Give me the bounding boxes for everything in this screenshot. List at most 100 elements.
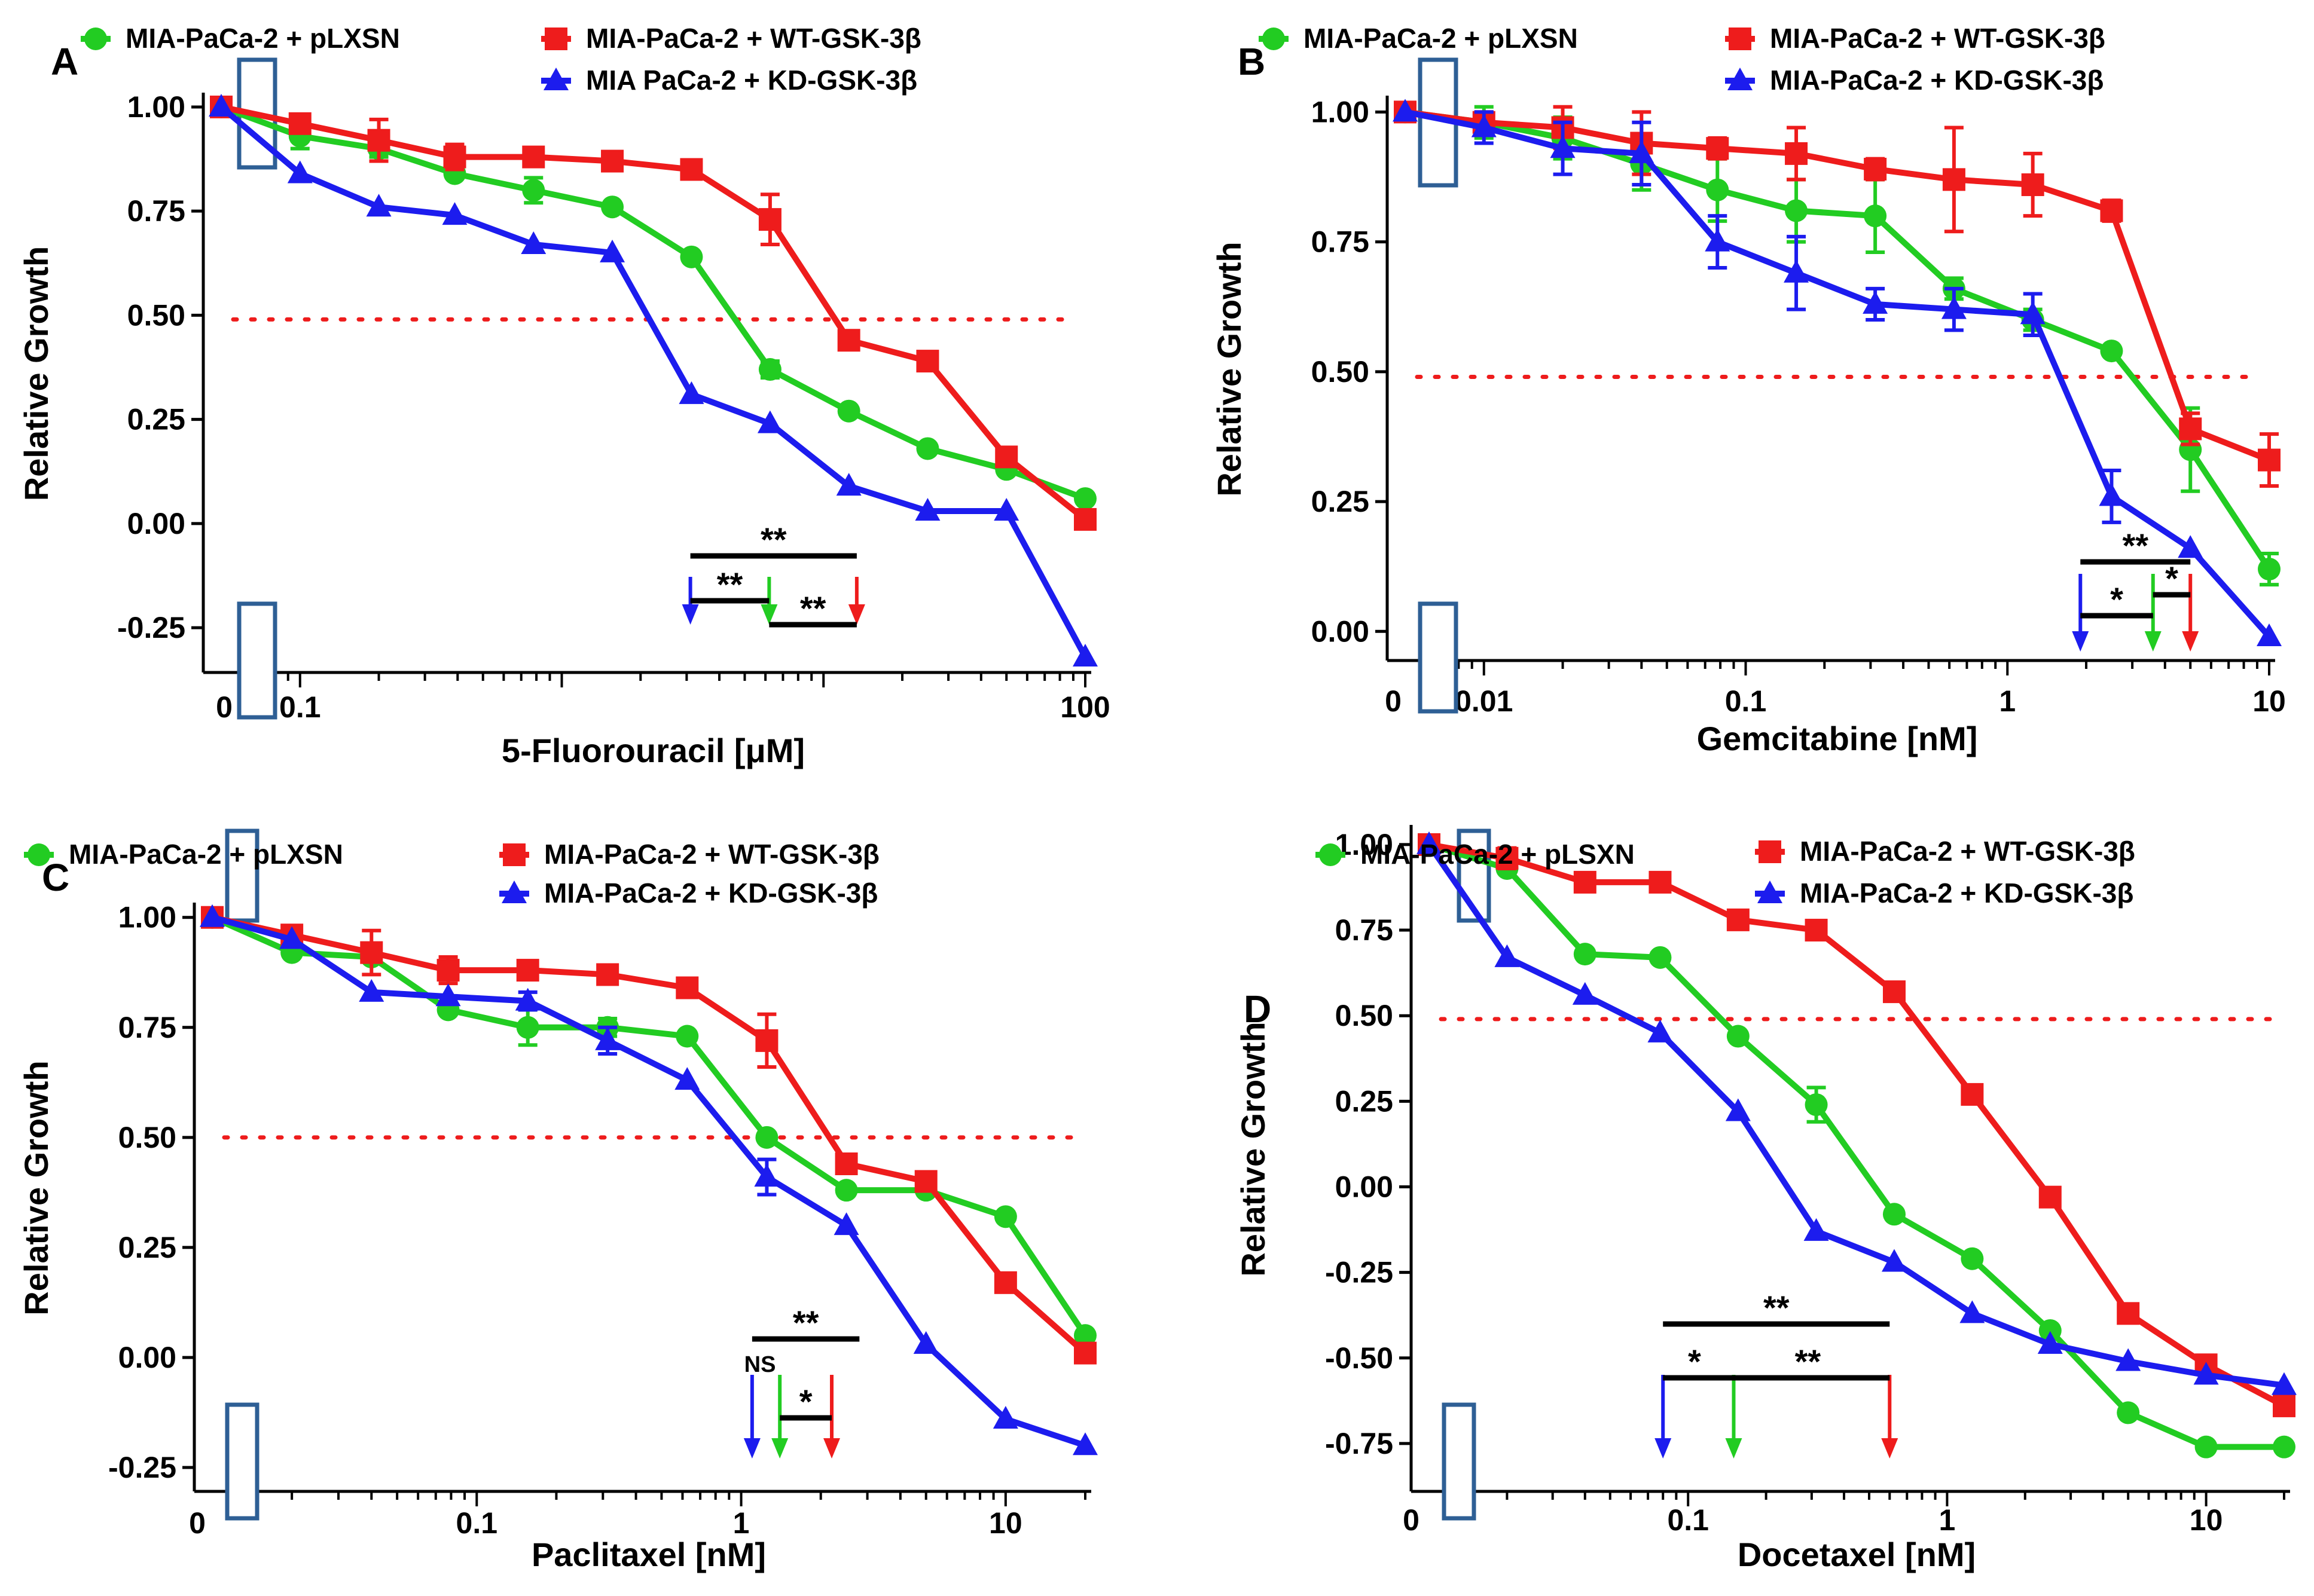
series-line bbox=[1428, 841, 2286, 1409]
legend-entry: MIA-PaCa-2 + WT-GSK-3β bbox=[541, 23, 921, 54]
data-point bbox=[366, 194, 392, 217]
legend-label: MIA-PaCa-2 + KD-GSK-3β bbox=[544, 878, 878, 909]
data-point bbox=[757, 410, 783, 433]
data-point bbox=[2273, 1394, 2295, 1417]
data-point bbox=[2258, 558, 2281, 581]
y-tick-label: 0.75 bbox=[118, 1011, 176, 1044]
data-point bbox=[1864, 157, 1887, 181]
y-axis-title: Relative Growth bbox=[17, 246, 55, 501]
data-point bbox=[1074, 1324, 1097, 1347]
series-1 bbox=[210, 95, 1097, 531]
data-point bbox=[1941, 296, 1967, 319]
legend-label: MIA-PaCa-2 + pLXSN bbox=[1303, 23, 1578, 54]
legend-marker bbox=[28, 843, 50, 866]
series-0 bbox=[201, 906, 1097, 1347]
y-tick-label: 0.50 bbox=[1311, 355, 1369, 389]
y-tick-label: 0.75 bbox=[1311, 225, 1369, 259]
series-line bbox=[1428, 842, 2284, 1450]
data-point bbox=[1074, 507, 1097, 531]
data-point bbox=[2021, 173, 2044, 197]
x-tick-label: 1 bbox=[733, 1506, 750, 1540]
x-tick-label: 10 bbox=[2252, 684, 2286, 718]
y-tick-label: 0.00 bbox=[1335, 1170, 1393, 1203]
legend-entry: MIA-PaCa-2 + pLXSN bbox=[81, 23, 400, 54]
data-point bbox=[916, 350, 939, 373]
data-point bbox=[1573, 870, 1596, 894]
series-2 bbox=[200, 904, 1098, 1456]
y-tick-label: 0.00 bbox=[118, 1341, 176, 1374]
legend-label: MIA-PaCa-2 + pLSXN bbox=[1360, 839, 1635, 870]
data-point bbox=[1495, 846, 1519, 870]
legend-entry: MIA PaCa-2 + KD-GSK-3β bbox=[541, 65, 917, 96]
legend-marker bbox=[1729, 27, 1751, 50]
x-tick-label: 10 bbox=[2190, 1503, 2223, 1537]
series-line bbox=[1426, 843, 2285, 1389]
data-point bbox=[1647, 1019, 1673, 1042]
panel-letter: A bbox=[51, 40, 78, 83]
y-tick-label: 0.25 bbox=[127, 403, 185, 436]
axis-break-box bbox=[1418, 601, 1458, 714]
data-point bbox=[435, 983, 461, 1007]
x-zero-label: 0 bbox=[1403, 1503, 1419, 1537]
data-point bbox=[1550, 135, 1576, 158]
data-point bbox=[516, 1016, 539, 1039]
data-point bbox=[360, 941, 383, 964]
significance-label: ** bbox=[1795, 1343, 1821, 1380]
y-tick-label: -0.25 bbox=[108, 1451, 176, 1484]
y-tick-label: 0.50 bbox=[1335, 999, 1393, 1032]
significance-label: * bbox=[2110, 580, 2123, 618]
y-tick-label: 0.50 bbox=[118, 1121, 176, 1154]
data-point bbox=[755, 1126, 779, 1149]
series-1 bbox=[201, 906, 1097, 1365]
series-1 bbox=[1418, 833, 2295, 1417]
data-point bbox=[1959, 1300, 1985, 1323]
data-point bbox=[835, 1179, 858, 1202]
data-point bbox=[1726, 908, 1750, 931]
y-tick-label: 0.50 bbox=[127, 298, 185, 332]
chart-panel-b: B 1.00 0.75 0.50 0.25 0.00 0.01 0.1 1 10 0 Gemcitab… bbox=[1210, 23, 2286, 757]
series-line bbox=[219, 105, 1088, 659]
legend-marker bbox=[1262, 27, 1285, 50]
data-point bbox=[359, 979, 384, 1002]
significance-label: ** bbox=[2122, 527, 2148, 564]
significance-label: ** bbox=[800, 589, 826, 627]
legend-entry: MIA-PaCa-2 + WT-GSK-3β bbox=[1755, 836, 2135, 867]
x-zero-label: 0 bbox=[189, 1506, 206, 1540]
series-0 bbox=[210, 95, 1097, 510]
data-point bbox=[209, 93, 234, 117]
data-point bbox=[836, 473, 862, 496]
data-point bbox=[1805, 1093, 1828, 1117]
data-point bbox=[1881, 1249, 1907, 1272]
legend-entry: MIA-PaCa-2 + WT-GSK-3β bbox=[499, 839, 880, 870]
ic50-arrow-head bbox=[682, 604, 699, 625]
series-line bbox=[220, 104, 1088, 522]
significance-label: * bbox=[1688, 1343, 1701, 1380]
data-point bbox=[2100, 199, 2123, 222]
x-tick-label: 0.1 bbox=[456, 1506, 498, 1540]
legend-entry: MIA-PaCa-2 + WT-GSK-3β bbox=[1725, 23, 2105, 54]
legend-entry: MIA-PaCa-2 + pLXSN bbox=[24, 839, 343, 870]
legend-entry: MIA-PaCa-2 + pLXSN bbox=[1259, 23, 1578, 54]
series-2 bbox=[1417, 831, 2297, 1395]
y-axis-title: Relative Growth bbox=[1210, 241, 1248, 496]
data-point bbox=[2100, 340, 2123, 363]
data-point bbox=[1393, 99, 1418, 122]
significance-label: ** bbox=[761, 521, 787, 558]
y-tick-label: 1.00 bbox=[127, 90, 185, 124]
data-point bbox=[596, 963, 619, 986]
y-tick-label: 0.75 bbox=[1335, 913, 1393, 947]
legend-entry: MIA-PaCa-2 + pLSXN bbox=[1315, 839, 1635, 870]
ic50-arrow-head bbox=[848, 604, 865, 625]
legend-label: MIA-PaCa-2 + WT-GSK-3β bbox=[1770, 23, 2105, 54]
ic50-arrow-head bbox=[1654, 1438, 1672, 1459]
x-tick-label: 1 bbox=[1938, 1503, 1955, 1537]
axis-break-box bbox=[237, 601, 277, 720]
data-point bbox=[754, 1164, 780, 1187]
data-point bbox=[1494, 944, 1520, 967]
data-point bbox=[522, 179, 545, 202]
x-tick-label: 1 bbox=[1999, 684, 2016, 718]
ic50-arrow-head bbox=[823, 1438, 841, 1459]
data-point bbox=[1705, 228, 1730, 252]
data-point bbox=[837, 399, 860, 423]
